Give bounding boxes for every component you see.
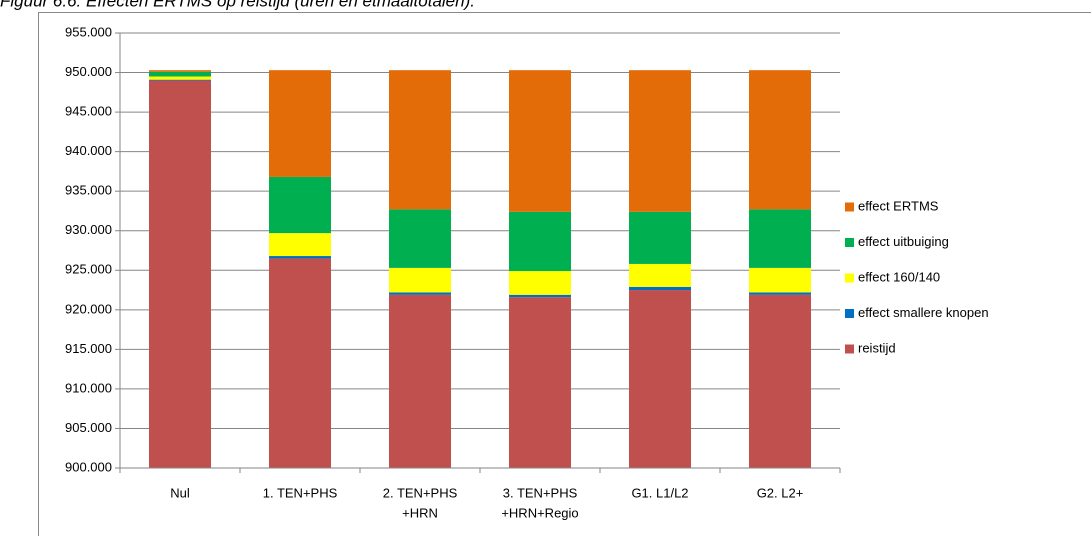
bar-segment: [149, 80, 211, 469]
legend-swatch: [845, 202, 854, 212]
x-tick-label: 3. TEN+PHS: [503, 485, 578, 500]
y-tick-label: 955.000: [65, 24, 112, 39]
bar-segment: [389, 267, 451, 293]
legend-swatch: [845, 273, 854, 283]
bar-segment: [269, 176, 331, 234]
x-tick-label: Nul: [170, 485, 190, 500]
y-tick-label: 900.000: [65, 459, 112, 474]
bar-segment: [269, 233, 331, 257]
legend-label: effect uitbuiging: [858, 234, 949, 249]
y-tick-label: 940.000: [65, 143, 112, 158]
chart-title: Figuur 6.6: Effecten ERTMS op reistijd (…: [0, 0, 475, 10]
bar-segment: [749, 209, 811, 268]
chart-border: [38, 12, 1091, 536]
legend-label: effect smallere knopen: [858, 305, 989, 320]
bar-segment: [629, 263, 691, 287]
bar-segment: [149, 79, 211, 81]
bar-segment: [269, 258, 331, 468]
bar-segment: [389, 294, 451, 468]
y-tick-label: 920.000: [65, 301, 112, 316]
bar-segment: [629, 286, 691, 291]
x-tick-label: G1. L1/L2: [631, 485, 688, 500]
legend-label: reistijd: [858, 340, 896, 355]
bar-segment: [749, 267, 811, 293]
x-tick-label: 2. TEN+PHS: [383, 485, 458, 500]
bar-segment: [149, 71, 211, 77]
x-tick-label: 1. TEN+PHS: [263, 485, 338, 500]
legend-swatch: [845, 344, 854, 354]
y-tick-label: 915.000: [65, 341, 112, 356]
x-tick-label: G2. L2+: [757, 485, 804, 500]
y-tick-label: 950.000: [65, 64, 112, 79]
bar-segment: [269, 70, 331, 177]
y-tick-label: 925.000: [65, 262, 112, 277]
bar-segment: [629, 70, 691, 212]
bar-segment: [389, 70, 451, 210]
y-tick-label: 935.000: [65, 183, 112, 198]
y-tick-label: 930.000: [65, 222, 112, 237]
bar-segment: [749, 70, 811, 210]
bar-segment: [749, 292, 811, 295]
bar-segment: [149, 76, 211, 80]
bar-segment: [509, 70, 571, 212]
legend-label: effect ERTMS: [858, 198, 939, 213]
bar-segment: [269, 256, 331, 259]
x-tick-label: +HRN+Regio: [501, 505, 578, 520]
bar-segment: [509, 211, 571, 272]
bar-segment: [389, 292, 451, 295]
y-tick-label: 910.000: [65, 380, 112, 395]
legend-swatch: [845, 238, 854, 247]
bar-segment: [509, 271, 571, 295]
bar-segment: [149, 70, 211, 72]
bar-segment: [629, 290, 691, 468]
y-tick-label: 945.000: [65, 104, 112, 119]
bar-segment: [749, 294, 811, 468]
legend-swatch: [845, 309, 854, 318]
bar-segment: [389, 209, 451, 268]
bar-segment: [509, 294, 571, 298]
bar-segment: [629, 211, 691, 264]
x-tick-label: +HRN: [402, 505, 438, 520]
legend-label: effect 160/140: [858, 269, 940, 284]
bar-segment: [509, 297, 571, 468]
y-tick-label: 905.000: [65, 420, 112, 435]
